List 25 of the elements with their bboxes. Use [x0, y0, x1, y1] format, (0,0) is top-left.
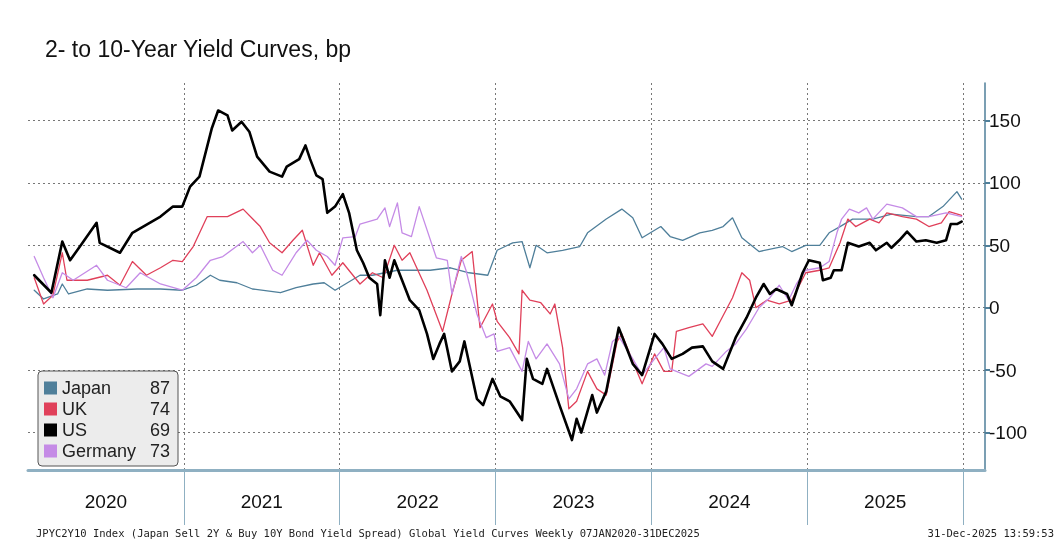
x-tick-label: 2021 — [240, 491, 283, 512]
legend-label: Japan — [62, 378, 112, 398]
annotation: 74 — [149, 399, 170, 419]
legend-label: US — [62, 420, 88, 440]
x-tick-label: 2022 — [396, 491, 439, 512]
text: JPYC2Y10 Index (Japan Sell 2Y & Buy 10Y Bond Yield Spread) Global Yield Curves Weekly 07JAN2020-31DEC2025 — [36, 526, 700, 539]
x-tick-label: 2023 — [552, 491, 595, 512]
annotation: 69 — [149, 420, 170, 440]
text: 31-Dec-2025 13:59:53 — [927, 526, 1055, 539]
y-tick-label: -100 — [989, 422, 1028, 444]
annotation: 87 — [149, 378, 170, 398]
line-series — [33, 190, 963, 300]
y-tick-label: 150 — [989, 109, 1021, 131]
legend-label: UK — [62, 399, 88, 419]
y-tick-label: 0 — [989, 297, 1000, 319]
y-tick-label: -50 — [989, 359, 1017, 381]
legend-label: Germany — [62, 441, 137, 461]
x-tick-label: 2020 — [84, 491, 128, 512]
annotation: 73 — [149, 441, 170, 461]
y-tick-label: 100 — [989, 172, 1021, 194]
x-tick-label: 2024 — [708, 491, 751, 512]
chart-title: 2- to 10-Year Yield Curves, bp — [45, 35, 351, 62]
line-series — [32, 109, 963, 442]
y-tick-label: 50 — [989, 234, 1011, 256]
x-tick-label: 2025 — [864, 491, 907, 512]
